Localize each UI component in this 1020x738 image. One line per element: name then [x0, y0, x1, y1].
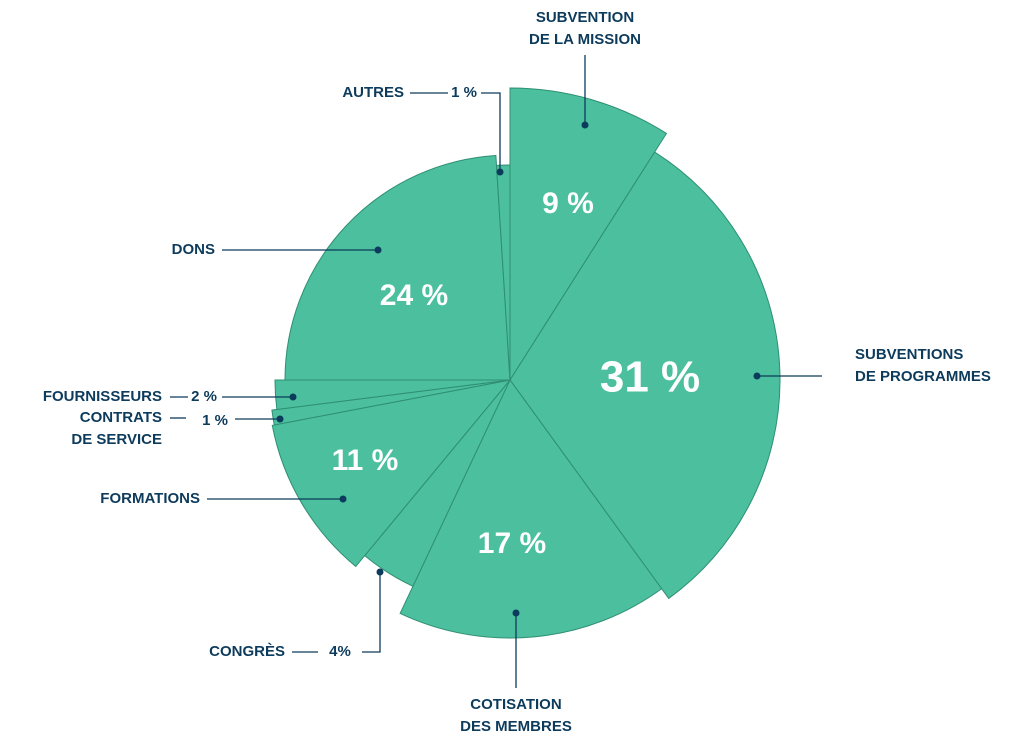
- category-label-line: FORMATIONS: [100, 490, 200, 507]
- value-label: 2 %: [191, 388, 217, 405]
- pie-slice: [271, 379, 511, 426]
- leader-dot: [512, 609, 520, 617]
- category-label: DONS: [172, 241, 215, 258]
- category-label-line: SUBVENTIONS: [855, 346, 963, 363]
- leader-dot: [276, 415, 284, 423]
- category-label: CONGRÈS: [209, 643, 285, 660]
- category-label: FOURNISSEURS: [43, 388, 162, 405]
- value-label: 31 %: [600, 353, 700, 402]
- category-label: AUTRES: [342, 84, 404, 101]
- leader-dot: [374, 246, 382, 254]
- value-label: 4%: [329, 643, 351, 660]
- pie-slice: [274, 379, 511, 411]
- pie-slice: [399, 379, 663, 639]
- value-label: 1 %: [451, 84, 477, 101]
- category-label-line: CONTRATS: [80, 409, 162, 426]
- category-label: SUBVENTION DE LA MISSION: [529, 9, 641, 48]
- value-label: 1 %: [202, 412, 228, 429]
- category-label-line: SUBVENTION: [536, 9, 634, 26]
- category-label-line: DE PROGRAMMES: [855, 368, 991, 385]
- value-label: 11 %: [332, 444, 399, 477]
- value-label: 24 %: [380, 279, 448, 312]
- leader-dot: [376, 568, 384, 576]
- leader-line: [362, 572, 381, 653]
- pie-slice: [495, 164, 511, 381]
- value-label: 17 %: [478, 527, 546, 560]
- leader-line: [481, 92, 501, 172]
- category-label: FORMATIONS: [100, 490, 200, 507]
- category-label-line: AUTRES: [342, 84, 404, 101]
- category-label-line: FOURNISSEURS: [43, 388, 162, 405]
- category-label: SUBVENTIONS DE PROGRAMMES: [855, 346, 991, 385]
- pie-slice: [509, 87, 668, 382]
- leader-dot: [581, 121, 589, 129]
- pie-slice: [509, 151, 781, 600]
- leader-dot: [339, 495, 347, 503]
- category-label-line: COTISATION: [470, 696, 561, 713]
- pie-slice: [284, 154, 511, 381]
- category-label: COTISATION DES MEMBRES: [460, 696, 572, 735]
- category-label: CONTRATS DE SERVICE: [71, 409, 162, 448]
- category-label-line: CONGRÈS: [209, 643, 285, 660]
- pie-slice: [271, 379, 512, 568]
- leader-dot: [753, 372, 761, 380]
- category-label-line: DONS: [172, 241, 215, 258]
- category-label-line: DE LA MISSION: [529, 31, 641, 48]
- leader-dot: [496, 168, 504, 176]
- category-label-line: DE SERVICE: [71, 431, 162, 448]
- leader-dot: [289, 393, 297, 401]
- value-label: 9 %: [542, 187, 594, 220]
- category-label-line: DES MEMBRES: [460, 718, 572, 735]
